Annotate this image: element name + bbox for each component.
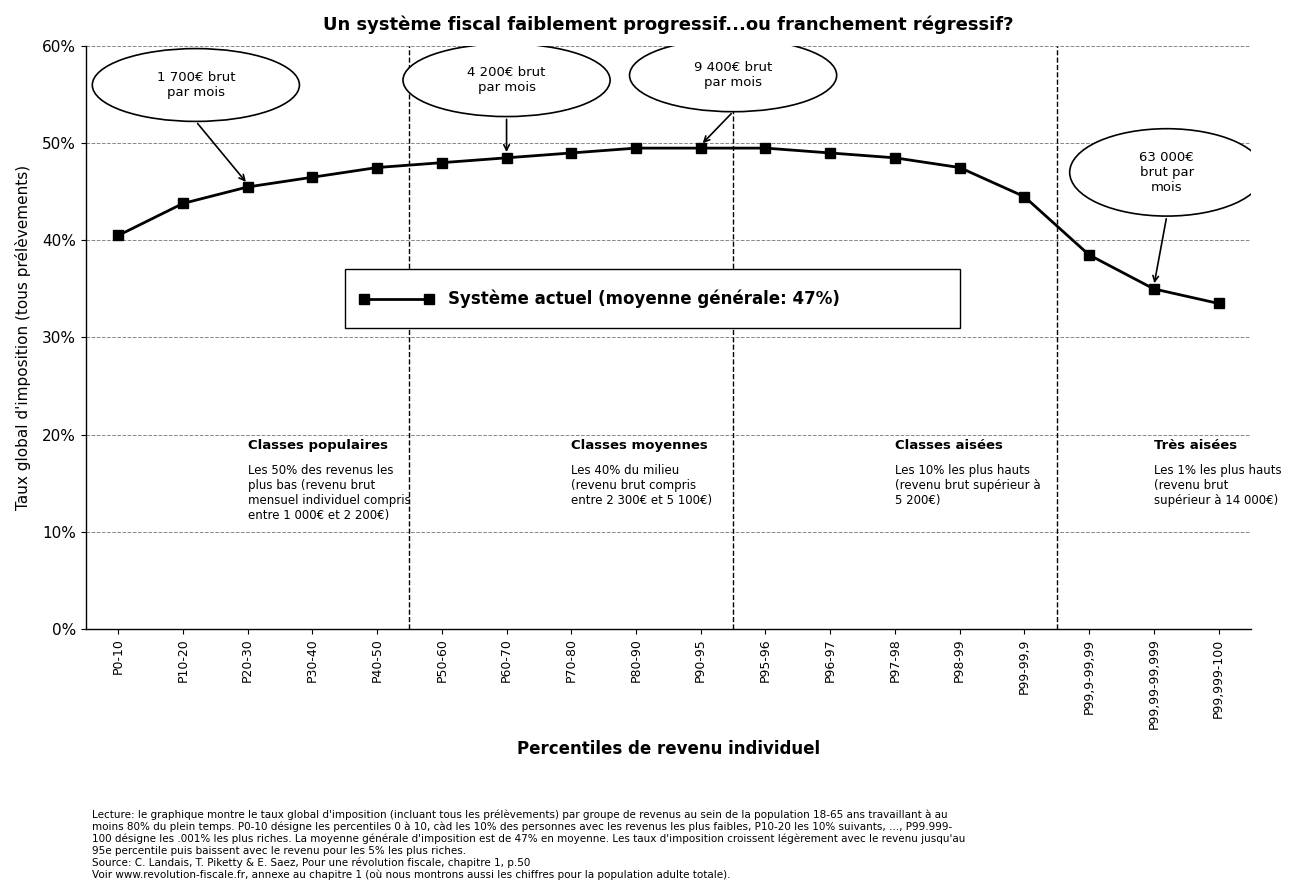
Text: 1 700€ brut
par mois: 1 700€ brut par mois [157,71,236,99]
Text: Les 40% du milieu
(revenu brut compris
entre 2 300€ et 5 100€): Les 40% du milieu (revenu brut compris e… [571,464,712,507]
Text: Très aisées: Très aisées [1153,439,1237,453]
Text: Lecture: le graphique montre le taux global d'imposition (incluant tous les prél: Lecture: le graphique montre le taux glo… [92,809,965,880]
Text: Classes populaires: Classes populaires [247,439,387,453]
Text: 4 200€ brut
par mois: 4 200€ brut par mois [467,66,546,94]
Text: Les 10% les plus hauts
(revenu brut supérieur à
5 200€): Les 10% les plus hauts (revenu brut supé… [895,464,1041,507]
Title: Un système fiscal faiblement progressif...ou franchement régressif?: Un système fiscal faiblement progressif.… [323,15,1013,34]
Text: Classes aisées: Classes aisées [895,439,1003,453]
Ellipse shape [1069,129,1264,216]
Text: Les 50% des revenus les
plus bas (revenu brut
mensuel individuel compris
entre 1: Les 50% des revenus les plus bas (revenu… [247,464,411,522]
Ellipse shape [93,49,300,122]
Text: Classes moyennes: Classes moyennes [571,439,708,453]
X-axis label: Percentiles de revenu individuel: Percentiles de revenu individuel [517,741,819,758]
Text: Les 1% les plus hauts
(revenu brut
supérieur à 14 000€): Les 1% les plus hauts (revenu brut supér… [1153,464,1282,507]
Ellipse shape [630,39,836,112]
Text: 63 000€
brut par
mois: 63 000€ brut par mois [1139,151,1194,194]
Ellipse shape [403,44,610,116]
Text: 9 400€ brut
par mois: 9 400€ brut par mois [694,61,772,89]
FancyBboxPatch shape [344,269,959,328]
Y-axis label: Taux global d'imposition (tous prélèvements): Taux global d'imposition (tous prélèveme… [14,164,31,510]
Text: Système actuel (moyenne générale: 47%): Système actuel (moyenne générale: 47%) [448,289,840,308]
